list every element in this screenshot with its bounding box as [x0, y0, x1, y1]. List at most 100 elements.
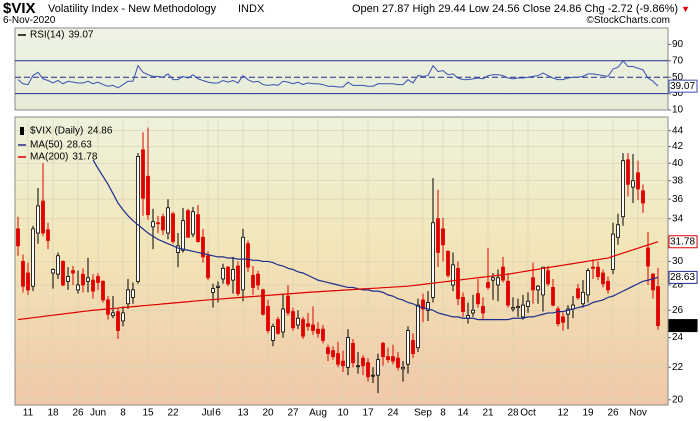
rsi-line	[17, 60, 659, 89]
value-box	[668, 270, 698, 284]
quote: Open 27.87 High 29.44 Low 24.56 Close 24…	[352, 3, 690, 15]
candle-body	[446, 250, 450, 276]
open-value: 27.87	[381, 3, 410, 15]
candle-body	[151, 221, 155, 228]
candle-body	[476, 293, 480, 305]
x-tick-label: 12	[557, 408, 569, 419]
x-tick-label: 14	[457, 408, 469, 419]
moving-average-line	[17, 241, 659, 321]
candle-body	[56, 255, 60, 275]
y-tick-label: 10	[672, 105, 684, 116]
credit: ©StockCharts.com	[586, 15, 670, 26]
candle-body	[491, 277, 495, 281]
candle-body	[426, 302, 430, 311]
candle-body	[76, 284, 80, 291]
candle-body	[471, 309, 475, 314]
candle-body	[51, 269, 55, 274]
candle-body	[36, 205, 40, 234]
candle-body	[651, 273, 655, 291]
candle-body	[551, 287, 555, 306]
candle-body	[641, 190, 645, 204]
candle-body	[316, 328, 320, 334]
x-tick-label: 17	[362, 408, 374, 419]
candle-body	[281, 308, 285, 333]
candle-body	[231, 269, 235, 281]
candle-body	[511, 307, 515, 310]
candle-body	[286, 295, 290, 314]
value-box-label: 24.86	[670, 320, 695, 331]
x-tick-label: 11	[23, 408, 34, 419]
candle-body	[266, 305, 270, 331]
candle-body	[276, 319, 280, 334]
candle-body	[486, 282, 490, 288]
candle-body	[71, 270, 75, 274]
candle-body	[416, 304, 420, 349]
moving-average-line	[92, 159, 659, 321]
chg-value: -2.72	[607, 3, 633, 15]
candle-body	[146, 175, 150, 216]
candle-body	[26, 272, 30, 291]
candle-body	[621, 160, 625, 218]
candle-body	[191, 211, 195, 235]
candle-body	[451, 264, 455, 286]
candle-body	[31, 228, 35, 287]
y-tick-label: 36	[672, 194, 684, 205]
candle-body	[506, 280, 510, 306]
candle-body	[581, 291, 585, 305]
candle-body	[226, 266, 230, 285]
x-tick-label: 8	[120, 408, 126, 419]
x-tick-label: 28	[507, 408, 519, 419]
chg-label: Chg	[584, 3, 605, 15]
security-name: Volatility Index - New Methodology	[48, 3, 217, 15]
candle-body	[366, 362, 370, 378]
candle-body	[541, 266, 545, 296]
x-tick-label: 19	[582, 408, 594, 419]
y-tick-label: 70	[672, 55, 684, 66]
x-tick-label: 18	[47, 408, 59, 419]
candle-body	[311, 324, 315, 331]
x-tick-label: Oct	[520, 408, 536, 419]
x-tick-label: Sep	[414, 408, 432, 419]
candle-body	[601, 272, 605, 285]
candle-body	[456, 267, 460, 300]
x-tick-label: 20	[262, 408, 274, 419]
candle-body	[246, 243, 250, 268]
candle-body	[336, 353, 340, 365]
candle-body	[66, 276, 70, 282]
candle-body	[261, 289, 265, 315]
candle-body	[306, 323, 310, 327]
candle-body	[176, 245, 180, 253]
value-box-label: 39.07	[670, 81, 695, 92]
candle-body	[251, 274, 255, 288]
candle-body	[436, 218, 440, 253]
y-tick-label: 30	[672, 256, 684, 267]
candle-body	[421, 299, 425, 310]
y-tick-label: 20	[672, 394, 684, 405]
down-arrow: ▼	[681, 4, 690, 14]
chg-pct: (-9.86%)	[635, 3, 679, 15]
candle-body	[296, 317, 300, 326]
candle-body	[386, 356, 390, 361]
x-tick-label: 6	[215, 408, 221, 419]
value-box-label: 28.63	[670, 272, 695, 283]
open-label: Open	[351, 3, 379, 15]
low-value: 24.56	[492, 3, 520, 15]
candle-body	[196, 214, 200, 242]
x-tick-label: 10	[337, 408, 349, 419]
price-panel	[14, 116, 669, 406]
candle-body	[396, 357, 400, 368]
candle-body	[576, 288, 580, 299]
y-tick-label: 28	[672, 280, 684, 291]
candle-body	[291, 311, 295, 329]
legend-label: MA(200)	[30, 152, 68, 163]
candle-body	[241, 236, 245, 291]
x-tick-label: Nov	[629, 408, 647, 419]
value-box	[668, 235, 698, 249]
candle-body	[141, 149, 145, 199]
candle-body	[441, 228, 445, 246]
candle-body	[221, 267, 225, 280]
candle-body	[626, 159, 630, 185]
candle-body	[596, 266, 600, 277]
candle-body	[181, 220, 185, 251]
candle-body	[211, 288, 215, 293]
